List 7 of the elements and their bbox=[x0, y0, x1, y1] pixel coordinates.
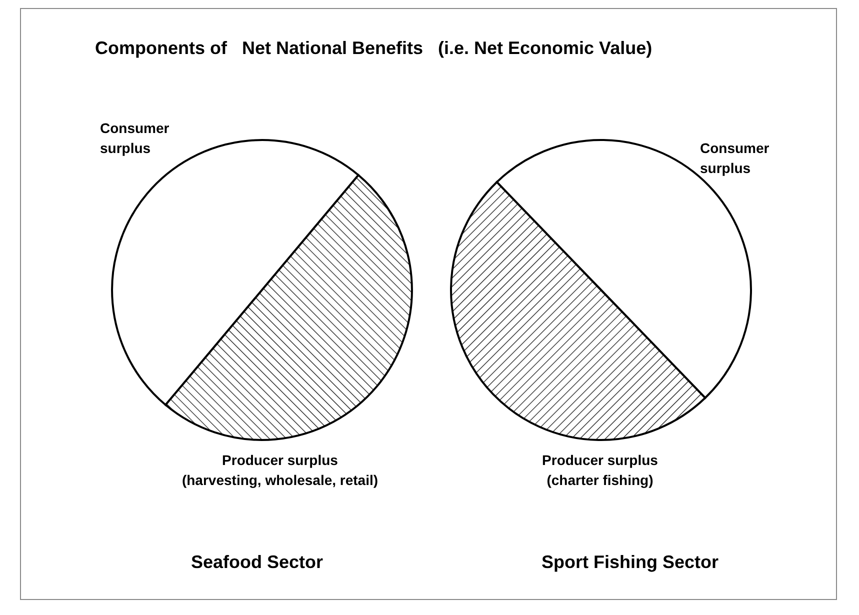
slice-label: Producer surplus (harvesting, wholesale, retail) bbox=[180, 451, 380, 490]
chart-title: Components of Net National Benefits (i.e. Net Economic Value) bbox=[95, 38, 652, 59]
text: Sport Fishing Sector bbox=[540, 552, 720, 573]
text: Seafood Sector bbox=[190, 552, 324, 573]
slice-label: Consumer surplus bbox=[700, 139, 770, 178]
slice-label: Producer surplus (charter fishing) bbox=[541, 451, 659, 490]
slice-label: Consumer surplus bbox=[100, 119, 170, 158]
